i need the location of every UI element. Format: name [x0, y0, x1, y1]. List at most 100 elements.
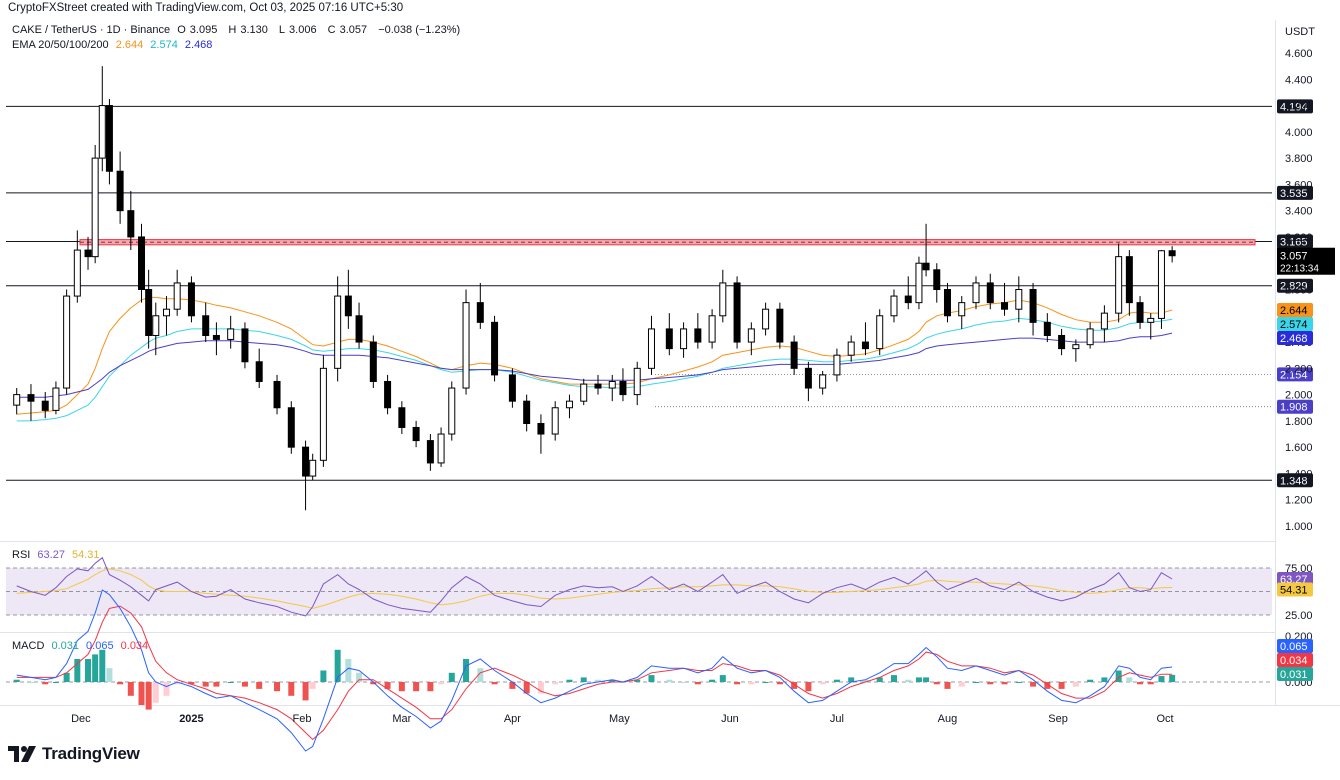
candle[interactable]	[1115, 243, 1123, 323]
candle[interactable]	[319, 355, 327, 467]
candle[interactable]	[1072, 339, 1080, 362]
candle[interactable]	[1100, 305, 1108, 343]
candle[interactable]	[105, 98, 113, 185]
candle[interactable]	[943, 282, 951, 323]
ema-legend[interactable]: EMA 20/50/100/200 2.644 2.574 2.468	[12, 39, 216, 51]
candle[interactable]	[819, 370, 827, 395]
candle[interactable]	[91, 144, 99, 264]
candle[interactable]	[334, 276, 342, 382]
candle[interactable]	[958, 296, 966, 329]
candle[interactable]	[1168, 246, 1176, 263]
candle[interactable]	[63, 289, 71, 395]
candle[interactable]	[972, 276, 980, 310]
candle[interactable]	[52, 381, 60, 415]
candle[interactable]	[1157, 250, 1165, 329]
ema-line-ema100[interactable]	[16, 317, 1173, 422]
candle[interactable]	[462, 289, 470, 395]
candle[interactable]	[508, 368, 516, 408]
candle[interactable]	[933, 263, 941, 303]
candle[interactable]	[187, 276, 195, 323]
candle[interactable]	[1029, 282, 1037, 336]
candle[interactable]	[747, 322, 755, 356]
candle[interactable]	[384, 374, 392, 415]
candle[interactable]	[665, 313, 673, 356]
candle[interactable]	[523, 394, 531, 432]
rsi-legend[interactable]: RSI 63.27 54.31	[12, 549, 104, 561]
candle[interactable]	[904, 276, 912, 310]
candle[interactable]	[152, 302, 160, 356]
candle[interactable]	[273, 374, 281, 415]
candle[interactable]	[708, 309, 716, 349]
macd-line[interactable]	[16, 589, 1173, 752]
candle[interactable]	[173, 269, 181, 316]
candle[interactable]	[680, 322, 688, 358]
candle[interactable]	[594, 374, 602, 395]
candle[interactable]	[537, 414, 545, 454]
candle[interactable]	[876, 309, 884, 356]
candle[interactable]	[162, 296, 170, 336]
candle[interactable]	[1058, 328, 1066, 356]
candle[interactable]	[41, 391, 49, 419]
candle[interactable]	[733, 276, 741, 349]
ema-line-ema200[interactable]	[16, 332, 1173, 398]
candle[interactable]	[1043, 313, 1051, 343]
candle[interactable]	[84, 236, 92, 270]
candle[interactable]	[922, 223, 930, 277]
candle[interactable]	[619, 368, 627, 402]
candle[interactable]	[476, 282, 484, 329]
candle[interactable]	[551, 401, 559, 441]
candle[interactable]	[255, 348, 263, 389]
candle[interactable]	[1015, 276, 1023, 323]
candle[interactable]	[762, 302, 770, 336]
candle[interactable]	[426, 434, 434, 471]
candle[interactable]	[694, 313, 702, 349]
candle[interactable]	[580, 378, 588, 406]
candle[interactable]	[1147, 313, 1155, 340]
candle[interactable]	[647, 315, 655, 375]
candle[interactable]	[890, 289, 898, 323]
candle[interactable]	[227, 315, 235, 349]
candle[interactable]	[1125, 250, 1133, 316]
candle[interactable]	[287, 401, 295, 454]
candle[interactable]	[861, 322, 869, 356]
candle[interactable]	[116, 151, 124, 224]
candle[interactable]	[27, 384, 35, 421]
rsi-ma-line[interactable]	[16, 568, 1173, 609]
candle[interactable]	[127, 190, 135, 251]
candle[interactable]	[633, 361, 641, 406]
candle[interactable]	[398, 401, 406, 435]
candle[interactable]	[73, 230, 81, 303]
candle[interactable]	[355, 302, 363, 349]
candle[interactable]	[202, 302, 210, 343]
candle[interactable]	[241, 322, 249, 369]
macd-legend[interactable]: MACD 0.031 0.065 0.034	[12, 640, 152, 652]
candle[interactable]	[412, 420, 420, 448]
candle[interactable]	[608, 374, 616, 402]
candle[interactable]	[833, 348, 841, 382]
candle[interactable]	[790, 335, 798, 375]
candle[interactable]	[719, 269, 727, 323]
candle[interactable]	[776, 302, 784, 349]
candle[interactable]	[309, 453, 317, 481]
candle[interactable]	[986, 273, 994, 310]
candle[interactable]	[491, 315, 499, 382]
candle[interactable]	[302, 440, 310, 511]
candle[interactable]	[1086, 322, 1094, 349]
candle[interactable]	[1136, 296, 1144, 329]
candle[interactable]	[804, 361, 812, 402]
symbol-title[interactable]: CAKE / TetherUS · 1D · Binance	[12, 24, 171, 36]
candle[interactable]	[915, 256, 923, 310]
rsi-line[interactable]	[16, 556, 1173, 617]
candle[interactable]	[344, 269, 352, 329]
candle[interactable]	[369, 335, 377, 389]
candle[interactable]	[847, 335, 855, 362]
tradingview-logo[interactable]: TradingView	[8, 742, 140, 766]
candle[interactable]	[212, 322, 220, 356]
candle[interactable]	[145, 269, 153, 349]
candle[interactable]	[98, 66, 106, 172]
candle[interactable]	[1001, 282, 1009, 316]
candle[interactable]	[13, 388, 21, 415]
candle[interactable]	[138, 223, 146, 303]
candle[interactable]	[437, 427, 445, 467]
